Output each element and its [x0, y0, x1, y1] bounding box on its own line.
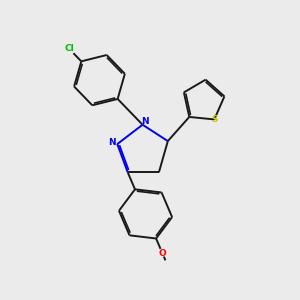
Text: Cl: Cl	[64, 44, 74, 53]
Text: N: N	[141, 117, 149, 126]
Text: O: O	[159, 249, 167, 258]
Text: S: S	[211, 115, 218, 124]
Text: N: N	[108, 138, 116, 147]
